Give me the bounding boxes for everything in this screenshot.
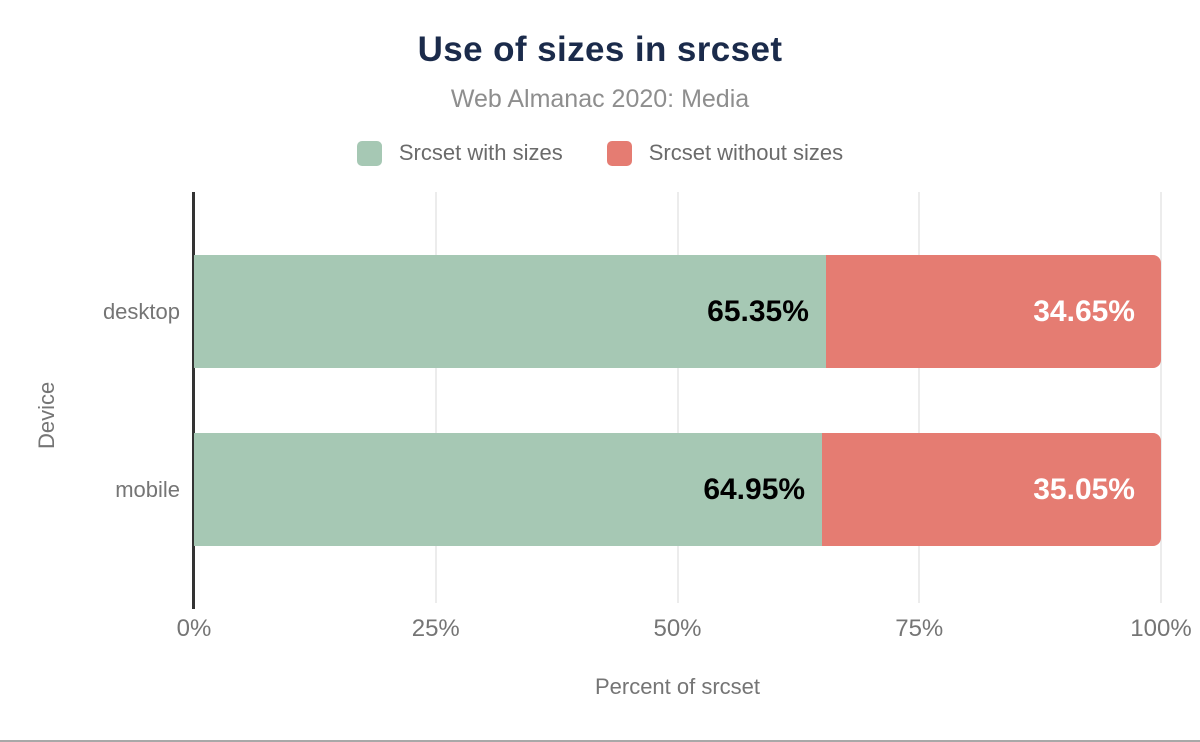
legend-item: Srcset with sizes	[356, 140, 563, 166]
category-label-mobile: mobile	[115, 476, 180, 502]
bar-value-label: 64.95%	[703, 472, 806, 506]
gridline	[434, 192, 437, 603]
x-tick-label: 75%	[895, 615, 944, 642]
x-axis-title: Percent of srcset	[594, 674, 761, 699]
bar-row-desktop: 65.35% 34.65%	[194, 255, 1161, 368]
bar-value-label: 35.05%	[1033, 472, 1135, 506]
bar-segment: 35.05%	[822, 433, 1161, 546]
gridline	[676, 192, 679, 603]
gridline	[1160, 192, 1162, 603]
plot-area: 65.35% 34.65% 64.95% 35.05%	[192, 192, 1162, 609]
bar-segment: 64.95%	[194, 433, 823, 546]
x-tick-label: 50%	[653, 615, 702, 642]
category-label-desktop: desktop	[102, 298, 180, 324]
legend-swatch-icon	[356, 140, 382, 166]
bar-row-mobile: 64.95% 35.05%	[194, 433, 1161, 546]
legend-item: Srcset without sizes	[606, 140, 844, 166]
legend-label: Srcset with sizes	[398, 140, 563, 165]
legend-label: Srcset without sizes	[648, 140, 844, 165]
legend-swatch-icon	[606, 140, 632, 166]
bar-segment: 65.35%	[194, 255, 826, 368]
x-tick-label: 25%	[411, 615, 460, 642]
x-tick-label: 100%	[1130, 615, 1192, 642]
x-tick-label: 0%	[176, 615, 212, 642]
chart-subtitle: Web Almanac 2020: Media	[450, 85, 750, 113]
gridline	[918, 192, 921, 603]
y-axis-line	[192, 192, 195, 609]
bar-segment: 34.65%	[825, 255, 1161, 368]
y-axis-title: Device	[34, 381, 59, 449]
chart-title: Use of sizes in srcset	[417, 30, 783, 69]
legend: Srcset with sizes Srcset without sizes	[0, 140, 1200, 166]
bar-value-label: 65.35%	[707, 294, 809, 328]
bar-value-label: 34.65%	[1033, 294, 1135, 328]
